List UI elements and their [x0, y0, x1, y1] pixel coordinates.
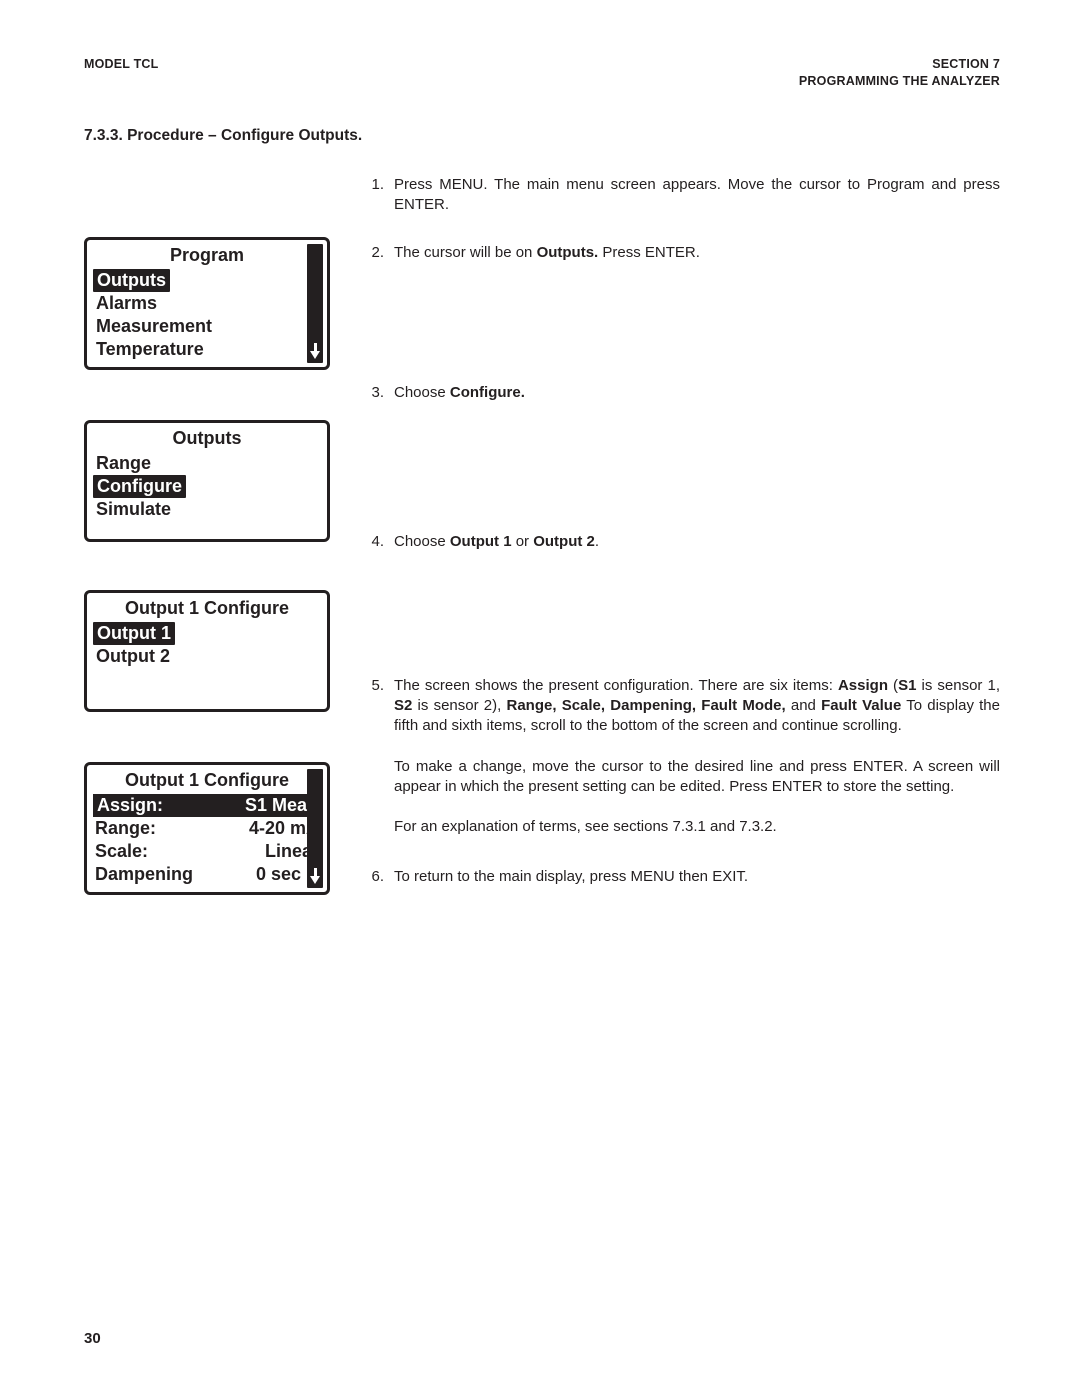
lcd-row-label: Scale:	[95, 840, 148, 863]
lcd-title: Output 1 Configure	[93, 597, 321, 620]
lcd-item-alarms: Alarms	[93, 293, 160, 313]
lcd-row-label: Range:	[95, 817, 156, 840]
lcd-scrollbar	[307, 769, 323, 888]
lcd-row-assign: Assign: S1 Meas	[93, 794, 321, 817]
lcd-item-configure: Configure	[93, 475, 186, 498]
step-number: 1.	[366, 175, 394, 216]
step-number: 3.	[366, 383, 394, 403]
step-number: 2.	[366, 243, 394, 263]
lcd-item-measurement: Measurement	[93, 316, 215, 336]
section-title: 7.3.3. Procedure – Configure Outputs.	[84, 126, 1000, 147]
step-2: 2. The cursor will be on Outputs. Press …	[366, 243, 1000, 263]
step-text: Choose Configure.	[394, 383, 1000, 403]
step-text: To return to the main display, press MEN…	[394, 867, 1000, 887]
lcd-row-dampening: Dampening 0 sec	[93, 863, 321, 886]
lcd-row-range: Range: 4-20 mA	[93, 817, 321, 840]
step-number: 4.	[366, 532, 394, 552]
lcd-scrollbar	[307, 244, 323, 363]
lcd-output1-configure-details: Output 1 Configure Assign: S1 Meas Range…	[84, 762, 330, 895]
header-right: SECTION 7 PROGRAMMING THE ANALYZER	[799, 56, 1000, 90]
page-header: MODEL TCL SECTION 7 PROGRAMMING THE ANAL…	[84, 56, 1000, 90]
step-3: 3. Choose Configure.	[366, 383, 1000, 403]
header-right-line1: SECTION 7	[799, 56, 1000, 73]
step-text: The screen shows the present configurati…	[394, 676, 1000, 858]
step-text: Choose Output 1 or Output 2.	[394, 532, 1000, 552]
arrow-down-icon	[310, 351, 320, 359]
lcd-row-label: Assign:	[97, 794, 163, 817]
step-6: 6. To return to the main display, press …	[366, 867, 1000, 887]
step-1: 1. Press MENU. The main menu screen appe…	[366, 175, 1000, 216]
lcd-output-configure-menu: Output 1 Configure Output 1 Output 2	[84, 590, 330, 712]
lcd-outputs-menu: Outputs Range Configure Simulate	[84, 420, 330, 542]
lcd-item-range: Range	[93, 453, 154, 473]
step-number: 5.	[366, 676, 394, 858]
lcd-item-output2: Output 2	[93, 646, 173, 666]
lcd-program-menu: Program Outputs Alarms Measurement Tempe…	[84, 237, 330, 370]
header-right-line2: PROGRAMMING THE ANALYZER	[799, 73, 1000, 90]
arrow-down-icon	[310, 876, 320, 884]
lcd-title: Outputs	[93, 427, 321, 450]
page-number: 30	[84, 1329, 101, 1349]
lcd-item-temperature: Temperature	[93, 339, 207, 359]
step-text: The cursor will be on Outputs. Press ENT…	[394, 243, 1000, 263]
lcd-title: Output 1 Configure	[93, 769, 321, 792]
header-left: MODEL TCL	[84, 56, 158, 90]
step-number: 6.	[366, 867, 394, 887]
lcd-row-value: 0 sec	[256, 863, 301, 886]
lcd-row-label: Dampening	[95, 863, 193, 886]
lcd-item-output1: Output 1	[93, 622, 175, 645]
step-text: Press MENU. The main menu screen appears…	[394, 175, 1000, 216]
lcd-item-outputs: Outputs	[93, 269, 170, 292]
lcd-row-scale: Scale: Linear	[93, 840, 321, 863]
lcd-title: Program	[93, 244, 321, 267]
step-4: 4. Choose Output 1 or Output 2.	[366, 532, 1000, 552]
step-5: 5. The screen shows the present configur…	[366, 676, 1000, 858]
lcd-item-simulate: Simulate	[93, 499, 174, 519]
